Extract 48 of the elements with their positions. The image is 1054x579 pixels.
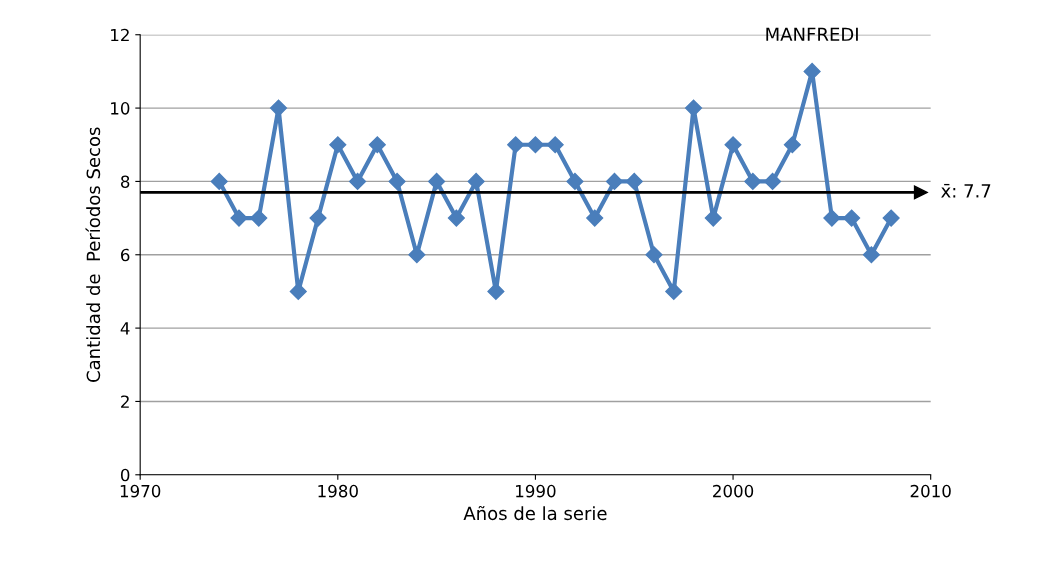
point (586, 209, 604, 227)
ref-line-label: x̄: 7.7 (941, 183, 991, 198)
point (665, 282, 683, 300)
point (467, 172, 485, 190)
y-tick-label: 0 (120, 468, 130, 482)
point (210, 172, 228, 190)
point (269, 99, 288, 117)
point (605, 172, 624, 190)
y-tick-label: 6 (121, 248, 130, 262)
point (329, 136, 347, 154)
point (783, 136, 801, 154)
point (230, 209, 248, 227)
point (349, 172, 367, 190)
x-tick-label: 2010 (910, 484, 951, 498)
x-tick-label: 1970 (120, 484, 161, 498)
y-tick-label: 8 (120, 175, 130, 188)
point (526, 136, 544, 154)
x-tick-label: 2000 (713, 484, 754, 498)
y-tick-label: 2 (121, 395, 129, 408)
point (882, 209, 900, 227)
point (744, 172, 762, 190)
point (803, 62, 821, 80)
point (843, 209, 861, 227)
y-tick-label: 4 (120, 322, 130, 335)
point (388, 172, 406, 190)
point (507, 136, 525, 154)
annotation: MANFREDI (766, 27, 858, 41)
x-tick-label: 1980 (318, 484, 358, 498)
x-tick-label: 1990 (516, 484, 556, 498)
point (764, 172, 782, 190)
point (368, 136, 386, 154)
point (566, 172, 584, 190)
point (823, 209, 841, 227)
point (428, 172, 446, 190)
point (684, 99, 703, 117)
point (724, 136, 742, 154)
point (250, 209, 268, 227)
point (645, 246, 663, 264)
y-tick-label: 12 (111, 28, 129, 42)
y-axis-title: Cantidad de Períodos Secos (85, 127, 101, 382)
point (309, 209, 327, 227)
y-tick-label: 10 (111, 102, 130, 115)
point (546, 136, 564, 154)
point (447, 209, 465, 227)
x-axis-title: Años de la serie (463, 505, 607, 521)
point (862, 246, 880, 264)
point (625, 172, 643, 190)
point (408, 246, 426, 264)
